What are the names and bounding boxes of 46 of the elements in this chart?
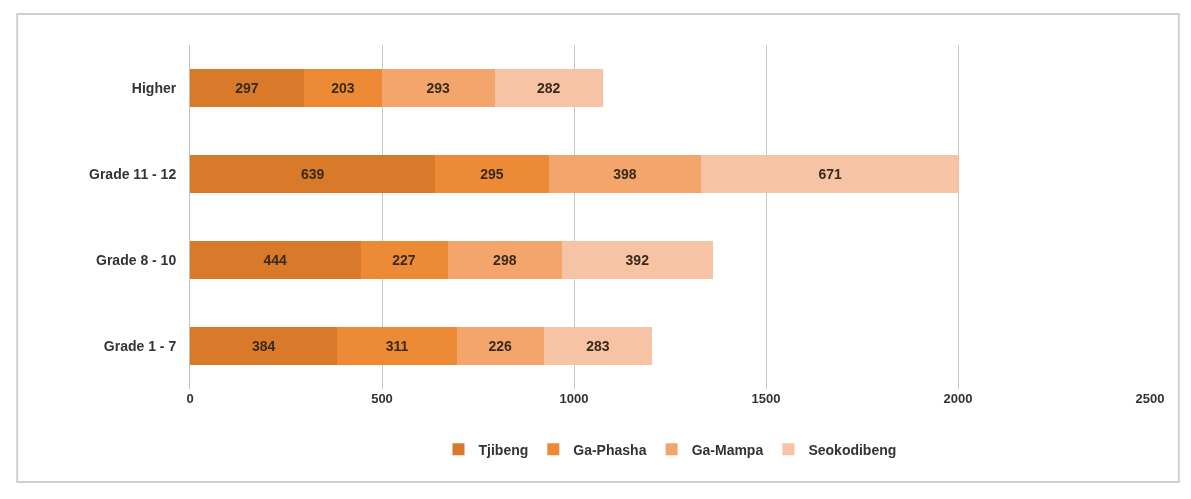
bar (190, 241, 361, 279)
data-label: 671 (818, 166, 843, 182)
data-label: 227 (392, 252, 416, 268)
x-tick-label: 500 (371, 391, 393, 406)
data-label: 392 (625, 252, 650, 268)
data-label: 398 (613, 166, 637, 182)
legend-label: Ga-Mampa (691, 441, 764, 458)
data-label: 297 (235, 80, 259, 96)
data-label: 226 (488, 338, 513, 354)
data-label: 639 (300, 166, 325, 182)
x-tick-label: 1500 (751, 391, 781, 406)
y-tick-label: Grade 1 - 7 (103, 337, 177, 354)
bar (360, 241, 448, 279)
bar (190, 327, 338, 365)
y-tick-label: Higher (131, 79, 177, 96)
x-tick-label: 1000 (559, 391, 589, 406)
data-label: 298 (493, 252, 517, 268)
y-tick-label: Grade 11 - 12 (89, 165, 177, 182)
data-label: 283 (586, 338, 610, 354)
bar (382, 69, 495, 107)
bar (337, 327, 457, 365)
y-tick-label: Grade 8 - 10 (96, 251, 177, 268)
bar (548, 155, 702, 193)
bar (447, 241, 563, 279)
bar (190, 69, 305, 107)
bar (543, 327, 653, 365)
bar (435, 155, 549, 193)
x-tick-label: 2000 (943, 391, 973, 406)
data-label: 203 (331, 80, 355, 96)
data-label: 384 (251, 338, 276, 354)
legend-label: Tjibeng (478, 441, 529, 458)
data-label: 311 (385, 338, 409, 354)
bar (456, 327, 544, 365)
data-label: 293 (426, 80, 451, 96)
bar (562, 241, 713, 279)
legend-label: Seokodibeng (808, 441, 897, 458)
x-tick-label: 2500 (1135, 391, 1165, 406)
bar (190, 155, 436, 193)
data-label: 295 (480, 166, 504, 182)
data-label: 444 (263, 252, 288, 268)
legend-label: Ga-Phasha (573, 441, 647, 458)
bar (304, 69, 382, 107)
data-label: 282 (536, 80, 561, 96)
bar (701, 155, 960, 193)
x-tick-label: 0 (186, 391, 194, 406)
bar (494, 69, 603, 107)
